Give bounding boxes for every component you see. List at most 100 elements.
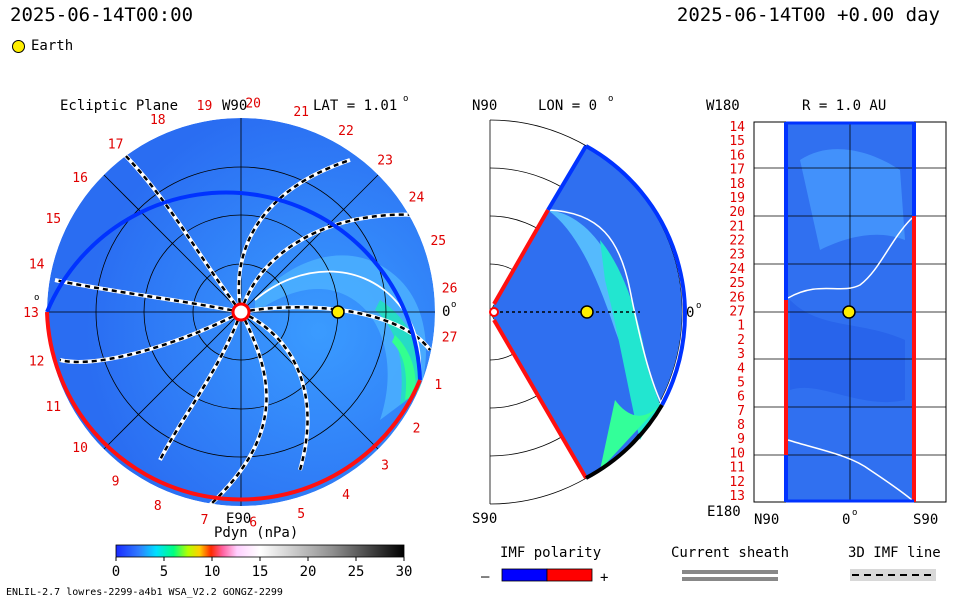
ecliptic-right-label: 0	[442, 304, 450, 320]
radial-x-label-s90: S90	[913, 512, 938, 528]
svg-text:o: o	[34, 293, 39, 303]
radial-x-label-n90: N90	[754, 512, 779, 528]
carrington-label: 3	[381, 459, 389, 474]
carrington-label: 13	[23, 306, 39, 321]
radial-x-label-0: 0	[842, 512, 850, 528]
carrington-label: 27	[442, 330, 458, 345]
carrington-label: 17	[108, 138, 124, 153]
svg-text:o: o	[852, 508, 857, 518]
meridional-wedge	[489, 119, 687, 505]
carrington-label: 1	[434, 378, 442, 393]
current-sheath-title: Current sheath	[671, 545, 789, 561]
current-sheath-swatch-1	[682, 570, 778, 574]
carrington-label: 24	[409, 191, 425, 206]
sun-marker	[231, 302, 251, 322]
ecliptic-boundary-negative	[45, 190, 422, 381]
radial-row-label: 25	[729, 276, 745, 291]
radial-row-label: 13	[729, 489, 745, 504]
radial-row-label: 5	[737, 376, 745, 391]
ecliptic-top-label: W90	[222, 98, 247, 114]
colorbar-tick-label: 30	[396, 564, 413, 580]
carrington-label: 16	[72, 171, 88, 186]
imf-polarity-negative-swatch	[501, 568, 548, 582]
radial-row-label: 9	[737, 432, 745, 447]
colorbar	[115, 544, 405, 558]
radial-row-label: 27	[729, 305, 745, 320]
carrington-label: 15	[45, 212, 61, 227]
right-timestamp: 2025-06-14T00 +0.00 day	[676, 4, 940, 26]
carrington-label: 9	[112, 474, 120, 489]
imf-polarity-minus: –	[481, 569, 490, 585]
earth-legend-marker	[12, 40, 25, 53]
radial-r-label: R = 1.0 AU	[802, 98, 886, 114]
svg-text:o: o	[696, 301, 701, 311]
radial-row-label: 4	[737, 361, 745, 376]
carrington-label: 22	[338, 124, 354, 139]
carrington-label: 6	[249, 516, 257, 531]
radial-row-label: 18	[729, 177, 745, 192]
carrington-label: 14	[29, 258, 45, 273]
earth-legend-label: Earth	[31, 38, 74, 54]
carrington-label: 12	[29, 354, 45, 369]
imf-line-title: 3D IMF line	[848, 545, 941, 561]
radial-row-label: 7	[737, 404, 745, 419]
radial-row-label: 6	[737, 390, 745, 405]
carrington-label: 18	[150, 113, 166, 128]
carrington-label: 8	[154, 499, 162, 514]
earth-marker-radial	[842, 305, 856, 319]
radial-row-label: 1	[737, 319, 745, 334]
meridional-right-label: 0	[686, 305, 694, 321]
imf-polarity-title: IMF polarity	[500, 545, 601, 561]
radial-top-left-label: W180	[706, 98, 740, 114]
carrington-label: 5	[297, 507, 305, 522]
earth-marker-ecliptic	[331, 305, 345, 319]
colorbar-ticks: 0 5 10 15 20 25 30	[112, 557, 413, 580]
radial-row-label: 21	[729, 219, 745, 234]
ecliptic-title: Ecliptic Plane	[60, 98, 178, 114]
carrington-label: 4	[342, 488, 350, 503]
carrington-label: 25	[430, 234, 446, 249]
radial-row-label: 22	[729, 234, 745, 249]
colorbar-tick-label: 20	[300, 564, 317, 580]
colorbar-tick-label: 5	[160, 564, 168, 580]
radial-map	[753, 121, 947, 503]
ecliptic-boundary-positive	[45, 311, 422, 502]
imf-polarity-positive-swatch	[546, 568, 593, 582]
radial-row-label: 11	[729, 461, 745, 476]
radial-row-label: 10	[729, 446, 745, 461]
colorbar-tick-label: 0	[112, 564, 120, 580]
imf-polarity-plus: +	[600, 570, 608, 586]
svg-text:o: o	[451, 300, 456, 310]
radial-row-label: 24	[729, 262, 745, 277]
radial-row-label: 17	[729, 163, 745, 178]
colorbar-tick-label: 10	[204, 564, 221, 580]
colorbar-title: Pdyn (nPa)	[214, 525, 298, 541]
meridional-lon-label: LON = 0	[538, 98, 597, 114]
colorbar-tick-label: 25	[348, 564, 365, 580]
radial-row-labels: 1415161718192021222324252627123456789101…	[729, 120, 745, 504]
current-sheath-swatch-2	[682, 577, 778, 581]
radial-row-label: 20	[729, 205, 745, 220]
earth-marker-meridional	[580, 305, 594, 319]
radial-row-label: 2	[737, 333, 745, 348]
footer-model-info: ENLIL-2.7 lowres-2299-a4b1 WSA_V2.2 GONG…	[6, 587, 283, 598]
carrington-label: 11	[45, 400, 61, 415]
carrington-label: 10	[72, 441, 88, 456]
carrington-label: 7	[201, 513, 209, 528]
ecliptic-lat-label: LAT = 1.01	[313, 98, 397, 114]
svg-text:o: o	[608, 94, 613, 104]
radial-row-label: 19	[729, 191, 745, 206]
radial-row-label: 8	[737, 418, 745, 433]
carrington-label: 19	[197, 99, 213, 114]
ecliptic-lat-degree: o	[403, 94, 408, 104]
carrington-label: 20	[245, 96, 261, 111]
radial-row-label: 23	[729, 248, 745, 263]
radial-bottom-left-label: E180	[707, 504, 741, 520]
radial-row-label: 16	[729, 148, 745, 163]
left-timestamp: 2025-06-14T00:00	[10, 4, 194, 26]
meridional-top-label: N90	[472, 98, 497, 114]
carrington-label: 23	[377, 153, 393, 168]
radial-row-label: 12	[729, 475, 745, 490]
carrington-labels: 19 20212223242526271234567891011121314151…	[23, 96, 457, 530]
